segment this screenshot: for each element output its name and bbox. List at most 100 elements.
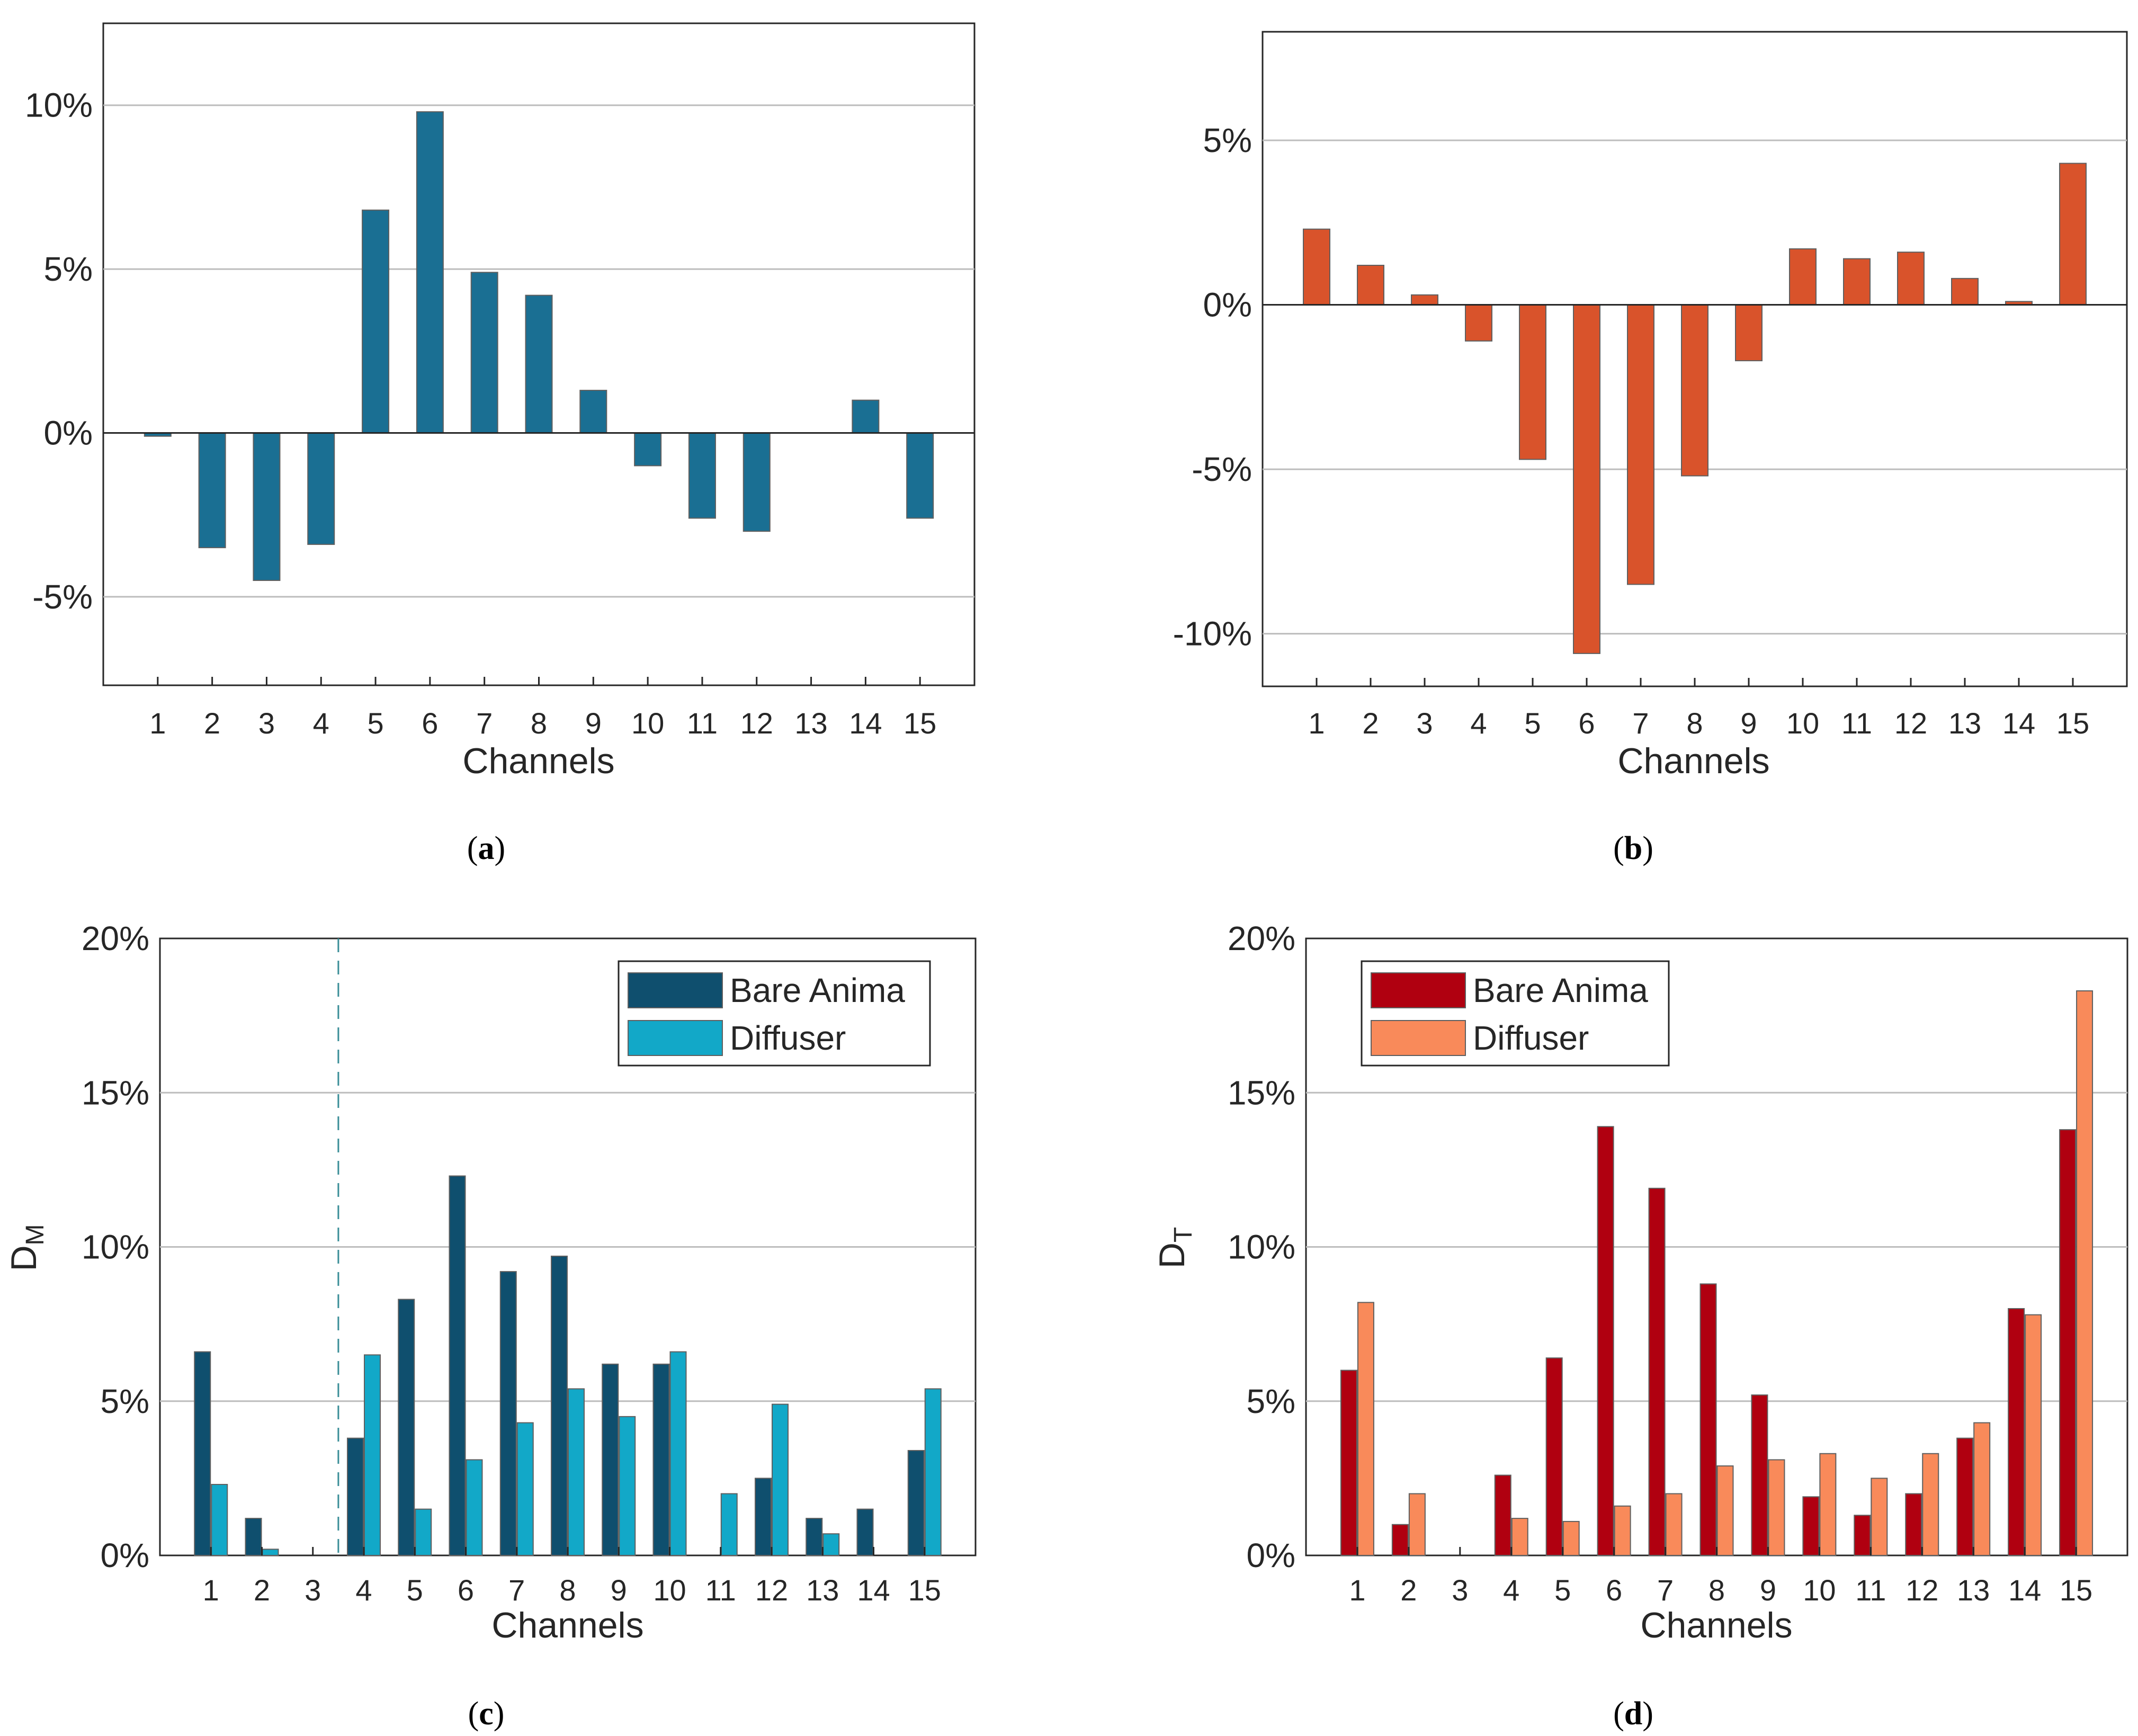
panel-b-bar-9 [1735,304,1763,362]
panel-c-bar-bare-anima-5 [398,1299,415,1556]
panel-c-x-tick-label: 11 [705,1573,736,1607]
panel-d-bar-bare-anima-13 [1956,1437,1974,1556]
panel-d-bar-bare-anima-12 [1905,1493,1922,1556]
panel-d-bar-diffuser-7 [1665,1493,1683,1556]
panel-b-bar-2 [1357,264,1384,306]
panel-d-bar-diffuser-12 [1922,1453,1939,1556]
panel-d-legend-swatch [1371,1020,1466,1056]
panel-a-x-tick-label: 11 [687,706,718,740]
panel-c-bar-bare-anima-4 [347,1437,364,1556]
panel-b-bar-13 [1951,278,1979,306]
panel-d-bar-bare-anima-9 [1751,1394,1768,1556]
panel-c-bar-bare-anima-10 [652,1363,670,1556]
panel-d-bar-bare-anima-6 [1597,1126,1614,1556]
panel-d-legend: Bare Anima Diffuser [1361,960,1670,1067]
panel-d-bar-diffuser-13 [1973,1422,1991,1556]
panel-c-legend-swatch [628,1020,723,1056]
panel-b-y-tick-label: -5% [1192,450,1252,488]
panel-c-bar-diffuser-13 [822,1533,840,1556]
panel-c-bar-diffuser-11 [720,1493,738,1556]
panel-c-x-tick-label: 10 [653,1573,686,1607]
panel-c-y-tick-label: 10% [82,1228,149,1266]
panel-a-x-tick-label: 5 [367,706,383,740]
panel-c-x-tick-label: 1 [203,1573,219,1607]
panel-a-bar-12 [743,432,771,532]
panel-a-bar-2 [198,432,226,549]
panel-a-x-tick-label: 13 [794,706,827,740]
panel-c-y-tick-label: 20% [82,919,149,958]
panel-c-bar-diffuser-9 [619,1416,636,1556]
panel-d-x-tick-label: 12 [1906,1573,1938,1607]
panel-c-x-tick-label: 2 [254,1573,270,1607]
panel-b-x-tick-label: 15 [2056,706,2089,740]
panel-b-bar-11 [1843,258,1871,306]
panel-a-y-tick-label: -5% [32,578,93,616]
panel-b-y-tick-label: 5% [1203,121,1253,159]
panel-d-bar-bare-anima-7 [1648,1187,1666,1556]
panel-d-bar-diffuser-15 [2076,990,2094,1556]
panel-d-x-tick-label: 1 [1349,1573,1365,1607]
panel-c-x-tick-label: 8 [559,1573,576,1607]
panel-b-caption: (b) [1613,830,1653,866]
panel-b-x-tick-label: 12 [1894,706,1927,740]
panel-a-x-tick-label: 9 [585,706,602,740]
panel-b-x-tick-label: 7 [1632,706,1649,740]
panel-b-x-tick-label: 3 [1416,706,1433,740]
panel-c-x-tick-label: 14 [857,1573,890,1607]
panel-d-bar-diffuser-1 [1357,1302,1374,1556]
panel-d-x-tick-label: 9 [1760,1573,1776,1607]
panel-d-bar-diffuser-11 [1871,1478,1888,1556]
panel-a-bar-7 [470,272,498,434]
panel-a-x-tick-label: 4 [313,706,329,740]
panel-c-caption-letter: c [479,1696,494,1732]
panel-d-x-tick-label: 7 [1657,1573,1674,1607]
panel-b-bar-1 [1303,228,1330,306]
panel-d-y-axis-label-main: D [1152,1242,1192,1268]
panel-d-y-tick-label: 0% [1247,1536,1296,1574]
panel-c-x-tick-label: 13 [806,1573,839,1607]
panel-b-bar-7 [1627,304,1654,585]
panel-a-x-tick-label: 1 [149,706,166,740]
panel-a-bar-6 [416,111,444,434]
panel-a-bar-10 [634,432,662,467]
panel-b-x-tick-label: 2 [1362,706,1379,740]
panel-a-bar-11 [688,432,716,519]
panel-b-x-tick-label: 6 [1578,706,1595,740]
panel-c-x-tick-label: 5 [407,1573,423,1607]
panel-a-x-tick-label: 7 [476,706,493,740]
panel-d-caption-letter: d [1624,1696,1642,1732]
panel-b-bar-15 [2059,163,2087,306]
panel-a-x-tick-label: 3 [258,706,275,740]
panel-d-x-tick-label: 4 [1503,1573,1519,1607]
panel-a-bar-8 [525,294,553,434]
panel-a-bar-5 [362,209,390,434]
panel-b-y-tick-label: -10% [1173,615,1252,653]
panel-d-bar-bare-anima-11 [1854,1515,1871,1556]
panel-c-bar-diffuser-15 [924,1388,942,1556]
panel-a-x-tick-label: 8 [531,706,547,740]
panel-c-bar-bare-anima-9 [602,1363,619,1556]
panel-a-bar-14 [852,399,880,434]
panel-c-y-tick-label: 15% [82,1073,149,1112]
panel-a-bar-9 [579,390,607,434]
panel-b-x-tick-label: 9 [1740,706,1757,740]
panel-a-x-tick-label: 2 [204,706,220,740]
panel-d-x-tick-label: 6 [1606,1573,1622,1607]
panel-d-bar-bare-anima-4 [1494,1474,1511,1556]
panel-a-x-tick-label: 10 [631,706,664,740]
panel-a-bar-3 [253,432,281,581]
panel-c-bar-diffuser-2 [262,1549,279,1556]
panel-d-x-tick-label: 2 [1400,1573,1417,1607]
panel-d-bar-bare-anima-2 [1391,1524,1409,1556]
panel-c-bar-bare-anima-1 [194,1351,211,1556]
panel-a-y-tick-label: 5% [44,250,93,288]
panel-b-x-tick-label: 10 [1786,706,1819,740]
panel-a-caption: (a) [467,830,505,866]
panel-c-bar-bare-anima-2 [245,1518,262,1556]
panel-b-bar-4 [1465,304,1492,342]
panel-d-bar-bare-anima-1 [1340,1370,1357,1556]
panel-c-x-tick-label: 3 [305,1573,321,1607]
panel-b-x-tick-label: 11 [1841,706,1872,740]
panel-c-y-tick-label: 0% [101,1536,150,1574]
panel-d-bar-bare-anima-5 [1545,1357,1563,1556]
